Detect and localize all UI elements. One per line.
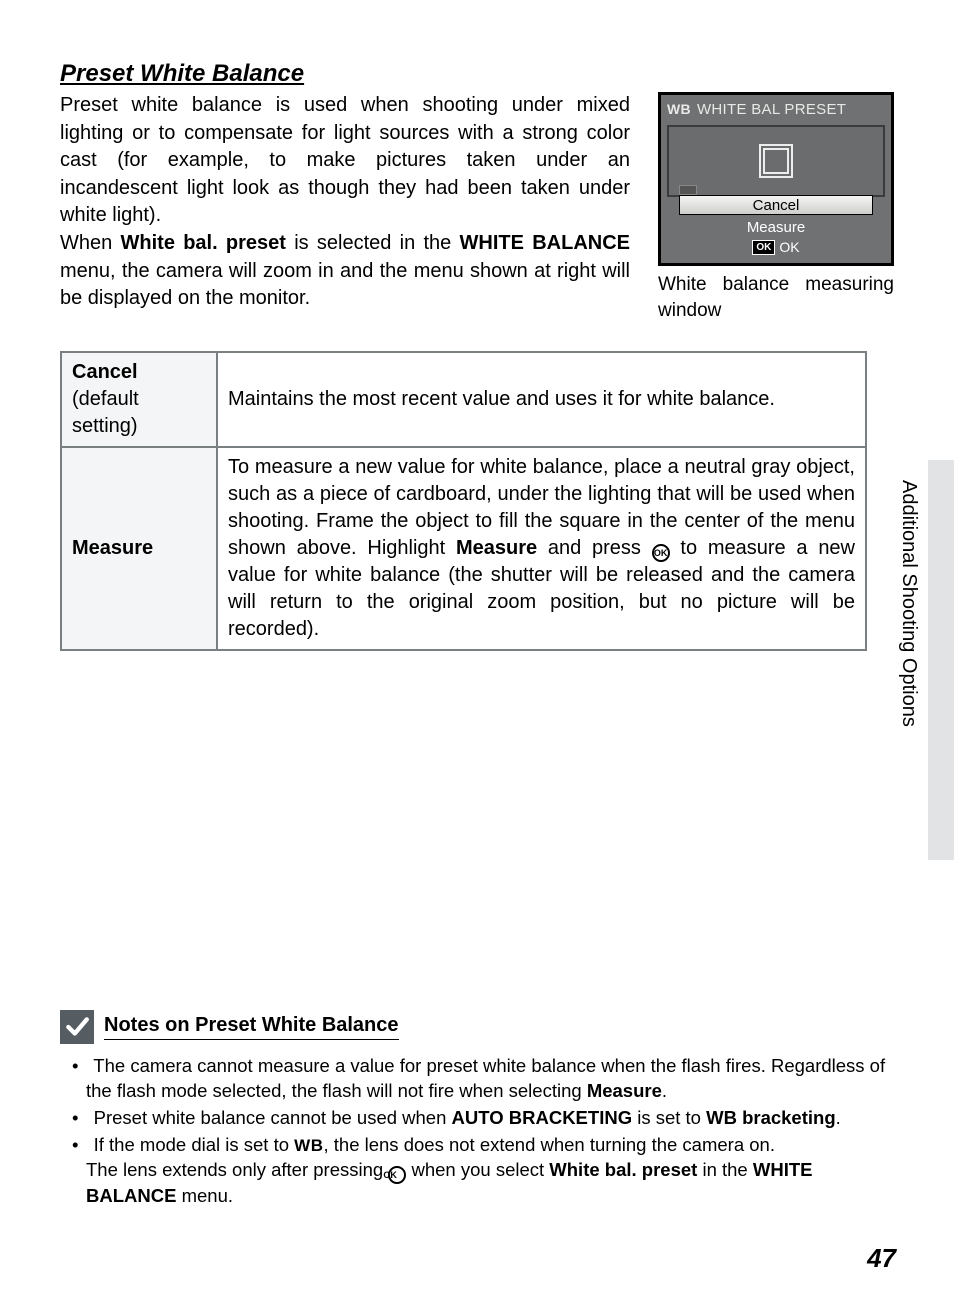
note3-l2-mid: when you select [406,1159,549,1180]
cancel-label-cell: Cancel (default setting) [61,352,217,447]
checkmark-icon [60,1010,94,1044]
intro-p2-post: menu, the camera will zoom in and the me… [60,260,630,310]
lcd-target-frame [759,144,793,178]
options-table: Cancel (default setting) Maintains the m… [60,351,867,651]
intro-p2-b1: White bal. preset [121,232,286,254]
note3-mid1: , the lens does not extend when turning … [323,1134,775,1155]
lcd-caption: White balance measuring window [658,272,894,323]
lcd-ok-row: OK OK [679,239,873,255]
measure-desc: To measure a new value for white balance… [217,447,866,650]
note2-pre: Preset white balance cannot be used when [94,1107,452,1128]
list-item: The camera cannot measure a value for pr… [60,1054,894,1104]
lcd-column: WB WHITE BAL PRESET Cancel Measure OK OK… [658,92,894,323]
note2-post: . [836,1107,841,1128]
wb-inline-icon: WB [294,1136,323,1155]
intro-p2-mid: is selected in the [286,232,460,254]
lcd-menu-cancel: Cancel [679,195,873,215]
side-section-label: Additional Shooting Options [897,480,920,727]
lcd-viewport [667,125,885,197]
intro-p2-b2: WHITE BALANCE [460,232,630,254]
list-item: Preset white balance cannot be used when… [60,1106,894,1131]
intro-block: Preset white balance is used when shooti… [60,92,894,323]
notes-list: The camera cannot measure a value for pr… [60,1054,894,1209]
note3-b1: White bal. preset [549,1159,697,1180]
ok-button-icon: OK [388,1166,406,1184]
measure-bold: Measure [456,537,537,559]
measure-label-cell: Measure [61,447,217,650]
note3-l2-pre: The lens extends only after pressing [86,1159,388,1180]
note2-b2: WB bracketing [706,1107,836,1128]
intro-text: Preset white balance is used when shooti… [60,92,630,313]
ok-button-icon: OK [652,544,670,562]
measure-mid: and press [537,537,652,559]
lcd-screenshot: WB WHITE BAL PRESET Cancel Measure OK OK [658,92,894,266]
note3-pre: If the mode dial is set to [94,1134,295,1155]
notes-title: Notes on Preset White Balance [104,1014,399,1040]
page-number: 47 [867,1243,896,1274]
note3-l2-post: menu. [176,1185,233,1206]
notes-block: Notes on Preset White Balance The camera… [60,1010,894,1211]
side-tab [928,460,954,860]
intro-p1: Preset white balance is used when shooti… [60,94,630,226]
lcd-indicator [679,185,697,195]
note2-b1: AUTO BRACKETING [452,1107,633,1128]
note2-mid: is set to [632,1107,706,1128]
lcd-menu-measure: Measure [679,217,873,237]
cancel-desc: Maintains the most recent value and uses… [217,352,866,447]
intro-p2-pre: When [60,232,121,254]
list-item: If the mode dial is set to WB, the lens … [60,1133,894,1209]
table-row: Cancel (default setting) Maintains the m… [61,352,866,447]
lcd-ok-text: OK [779,239,799,255]
cancel-label: Cancel [72,361,138,383]
note3-l2-mid2: in the [697,1159,753,1180]
note1-post: . [662,1080,667,1101]
note1-bold: Measure [587,1080,662,1101]
ok-badge-icon: OK [752,240,775,255]
table-row: Measure To measure a new value for white… [61,447,866,650]
lcd-menu: Cancel Measure OK OK [679,195,873,255]
lcd-title: WHITE BAL PRESET [697,101,846,118]
lcd-title-row: WB WHITE BAL PRESET [661,95,891,123]
notes-heading-row: Notes on Preset White Balance [60,1010,894,1044]
section-title: Preset White Balance [60,60,894,88]
wb-icon: WB [667,101,691,117]
note1-pre: The camera cannot measure a value for pr… [86,1055,885,1101]
measure-label: Measure [72,537,153,559]
cancel-sublabel: (default setting) [72,386,206,440]
